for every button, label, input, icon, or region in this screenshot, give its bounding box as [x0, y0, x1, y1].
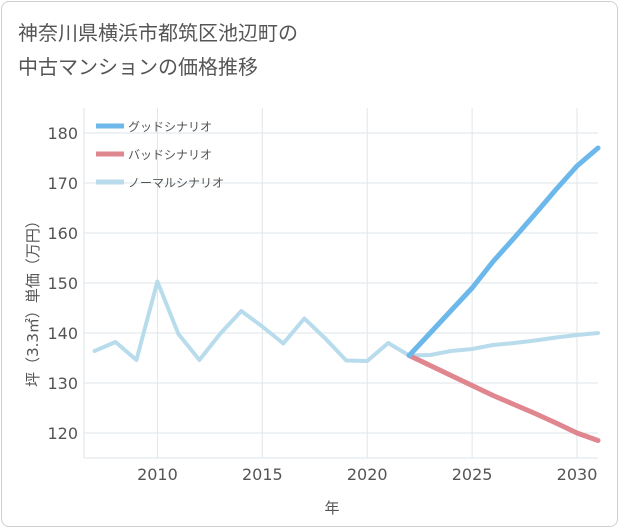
- y-tick-label: 150: [47, 274, 78, 293]
- y-tick-label: 130: [47, 374, 78, 393]
- x-tick-label: 2015: [242, 465, 283, 484]
- legend-label-0: グッドシナリオ: [128, 120, 212, 134]
- legend-label-1: バッドシナリオ: [128, 148, 212, 162]
- y-tick-label: 160: [47, 224, 78, 243]
- y-axis-tick-labels: 120 130 140 150 160 170 180: [47, 124, 78, 443]
- chart-title-line-2: 中古マンションの価格推移: [18, 55, 258, 79]
- y-tick-label: 140: [47, 324, 78, 343]
- y-tick-label: 180: [47, 124, 78, 143]
- x-tick-label: 2030: [557, 465, 598, 484]
- y-axis-title: 坪（3.3㎡）単価（万円）: [24, 213, 42, 387]
- series-line-2: [92, 279, 600, 363]
- y-tick-label: 120: [47, 424, 78, 443]
- y-tick-label: 170: [47, 174, 78, 193]
- x-tick-label: 2010: [137, 465, 178, 484]
- x-axis-tick-labels: 2010 2015 2020 2025 2030: [137, 465, 597, 484]
- series-line-0: [406, 145, 601, 358]
- series-lines: [92, 145, 601, 443]
- chart-title: 神奈川県横浜市都筑区池辺町の 中古マンションの価格推移: [18, 16, 438, 84]
- series-line-1: [406, 353, 601, 443]
- chart-title-line-1: 神奈川県横浜市都筑区池辺町の: [18, 21, 298, 45]
- x-tick-label: 2025: [452, 465, 493, 484]
- legend-label-2: ノーマルシナリオ: [128, 176, 224, 190]
- x-axis-title: 年: [324, 499, 339, 517]
- x-tick-label: 2020: [347, 465, 388, 484]
- grid-lines: [83, 108, 598, 459]
